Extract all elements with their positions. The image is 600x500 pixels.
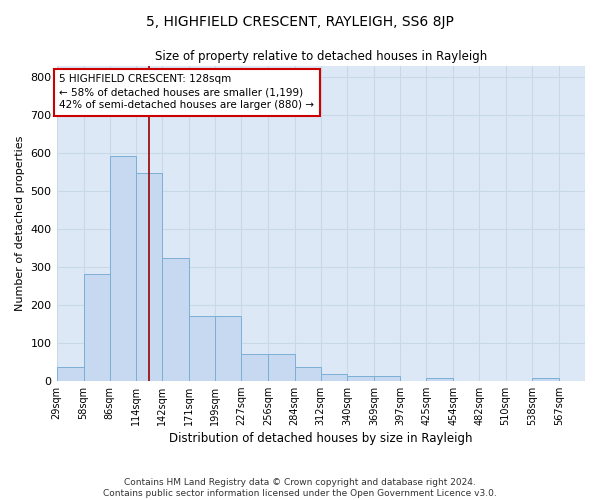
Title: Size of property relative to detached houses in Rayleigh: Size of property relative to detached ho…: [155, 50, 487, 63]
Bar: [110, 156, 136, 380]
Bar: [56, 368, 83, 380]
Bar: [295, 367, 321, 380]
Text: 5 HIGHFIELD CRESCENT: 128sqm
← 58% of detached houses are smaller (1,199)
42% of: 5 HIGHFIELD CRESCENT: 128sqm ← 58% of de…: [59, 74, 314, 110]
Bar: [215, 316, 241, 380]
Bar: [374, 376, 400, 380]
Bar: [321, 374, 347, 380]
Bar: [189, 316, 215, 380]
Bar: [532, 378, 559, 380]
Y-axis label: Number of detached properties: Number of detached properties: [15, 136, 25, 311]
Bar: [136, 172, 162, 380]
Text: Contains HM Land Registry data © Crown copyright and database right 2024.
Contai: Contains HM Land Registry data © Crown c…: [103, 478, 497, 498]
Bar: [83, 274, 110, 380]
Bar: [268, 354, 295, 380]
Bar: [241, 354, 268, 380]
Bar: [162, 258, 189, 380]
Bar: [347, 376, 374, 380]
X-axis label: Distribution of detached houses by size in Rayleigh: Distribution of detached houses by size …: [169, 432, 473, 445]
Bar: [426, 378, 454, 380]
Text: 5, HIGHFIELD CRESCENT, RAYLEIGH, SS6 8JP: 5, HIGHFIELD CRESCENT, RAYLEIGH, SS6 8JP: [146, 15, 454, 29]
